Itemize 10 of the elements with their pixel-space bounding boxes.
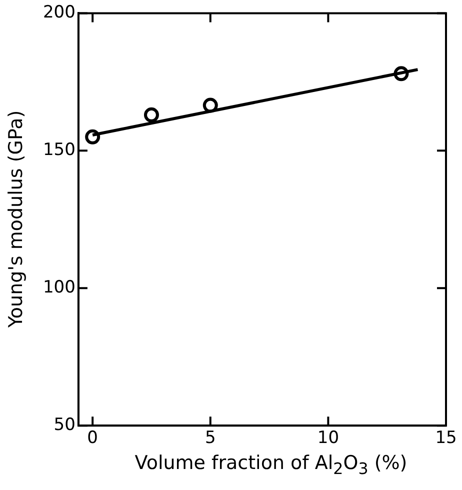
y-tick-label: 50: [54, 415, 76, 436]
x-tick-label: 10: [317, 428, 340, 448]
y-tick-label: 150: [42, 140, 76, 160]
y-tick-label: 200: [42, 2, 76, 23]
x-tick-label: 15: [435, 428, 457, 448]
x-tick-label: 0: [87, 428, 98, 448]
x-axis-title: Volume fraction of Al$_{2}$O$_{3}$ (%): [134, 452, 408, 478]
x-tick-label: 5: [204, 428, 216, 448]
y-tick-label: 100: [42, 278, 76, 298]
y-axis-title: Young's modulus (GPa): [5, 109, 27, 330]
